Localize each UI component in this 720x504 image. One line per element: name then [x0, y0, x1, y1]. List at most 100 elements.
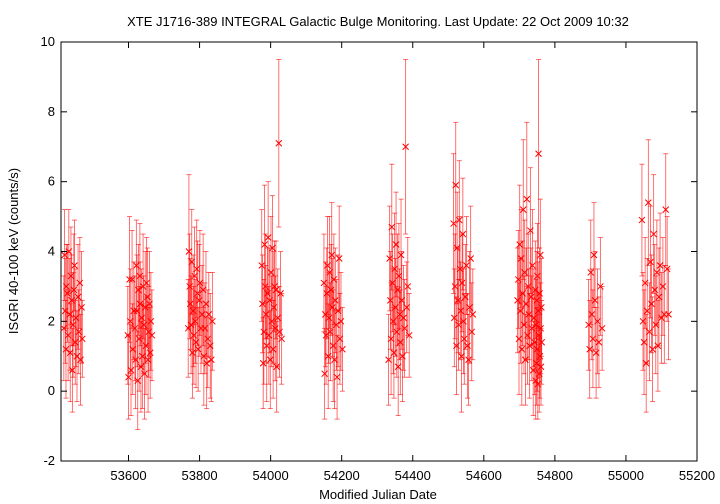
point-marker	[455, 216, 463, 224]
data-point	[339, 306, 346, 392]
point-marker	[591, 297, 599, 304]
data-point	[387, 282, 395, 396]
point-marker	[134, 377, 142, 385]
point-marker	[647, 258, 654, 266]
point-marker	[523, 195, 531, 203]
point-marker	[662, 206, 670, 213]
data-point	[397, 198, 405, 312]
data-point	[650, 174, 658, 294]
data-point	[204, 289, 212, 389]
x-tick-label: 53600	[110, 468, 146, 483]
data-point	[203, 317, 211, 410]
point-marker	[271, 283, 278, 290]
point-marker	[78, 304, 85, 311]
point-marker	[329, 304, 336, 311]
point-marker	[186, 300, 194, 308]
point-marker	[403, 304, 411, 311]
point-marker	[515, 335, 523, 343]
data-point	[140, 275, 148, 375]
point-marker	[71, 262, 78, 269]
data-point	[653, 219, 661, 326]
data-point	[662, 153, 670, 266]
data-point	[321, 327, 328, 420]
data-point	[405, 292, 413, 378]
data-point	[147, 272, 155, 371]
y-tick-label: 8	[48, 104, 55, 119]
point-marker	[391, 265, 398, 273]
point-marker	[78, 335, 86, 343]
point-marker	[271, 324, 279, 332]
data-point	[469, 268, 477, 361]
point-marker	[536, 251, 544, 259]
data-point	[206, 292, 214, 399]
point-marker	[146, 300, 153, 308]
data-point	[465, 313, 472, 406]
point-marker	[321, 370, 328, 378]
point-marker	[527, 293, 535, 301]
point-marker	[590, 251, 598, 259]
y-tick-label: 6	[48, 174, 55, 189]
data-point	[538, 299, 546, 385]
x-tick-label: 54200	[324, 468, 360, 483]
data-point	[393, 286, 401, 378]
point-marker	[261, 241, 268, 248]
data-point	[271, 240, 278, 333]
point-marker	[69, 366, 76, 374]
point-marker	[588, 310, 596, 318]
data-point	[656, 212, 664, 319]
data-point	[644, 139, 652, 266]
point-marker	[204, 335, 212, 343]
y-axis-label: ISGRI 40-100 keV (counts/s)	[6, 168, 21, 334]
data-point	[647, 205, 654, 319]
data-point	[404, 237, 412, 336]
point-marker	[336, 335, 344, 343]
point-marker	[460, 335, 468, 343]
x-tick-label: 55200	[679, 468, 715, 483]
data-point	[148, 289, 156, 382]
data-point	[265, 286, 273, 385]
point-marker	[405, 331, 413, 339]
point-marker	[598, 324, 606, 332]
point-marker	[126, 276, 133, 283]
point-marker	[538, 338, 546, 346]
data-point	[587, 219, 595, 326]
point-marker	[537, 363, 545, 371]
point-marker	[594, 317, 601, 325]
axes: -2 0 2 4 6 8 10 53600 53800 54000 54200 54400 54600 5…	[41, 34, 716, 483]
data-point	[125, 334, 132, 420]
data-point	[518, 292, 526, 406]
point-marker	[659, 283, 667, 290]
point-marker	[465, 356, 472, 364]
point-marker	[519, 206, 527, 213]
point-marker	[333, 373, 341, 381]
point-marker	[207, 356, 215, 364]
data-point	[648, 254, 655, 354]
x-tick-label: 54400	[395, 468, 431, 483]
data-point	[458, 233, 466, 333]
point-marker	[535, 150, 542, 158]
point-marker	[404, 283, 412, 290]
data-points	[60, 59, 672, 430]
point-marker	[205, 310, 213, 318]
point-marker	[189, 349, 196, 357]
point-marker	[147, 317, 155, 325]
data-point	[209, 272, 216, 371]
x-tick-label: 53800	[181, 468, 217, 483]
data-point	[455, 160, 463, 280]
data-point	[660, 265, 668, 364]
point-marker	[393, 328, 401, 336]
point-marker	[459, 230, 467, 238]
data-point	[468, 282, 476, 382]
point-marker	[649, 345, 656, 353]
data-point	[649, 296, 656, 403]
data-point	[400, 265, 407, 371]
y-tick-label: 2	[48, 313, 55, 328]
point-marker	[457, 307, 465, 315]
plot-frame	[60, 41, 698, 462]
point-marker	[388, 223, 396, 231]
x-tick-label: 54600	[466, 468, 502, 483]
point-marker	[529, 262, 536, 269]
point-marker	[339, 345, 346, 353]
point-marker	[148, 331, 156, 339]
data-point	[588, 268, 596, 361]
